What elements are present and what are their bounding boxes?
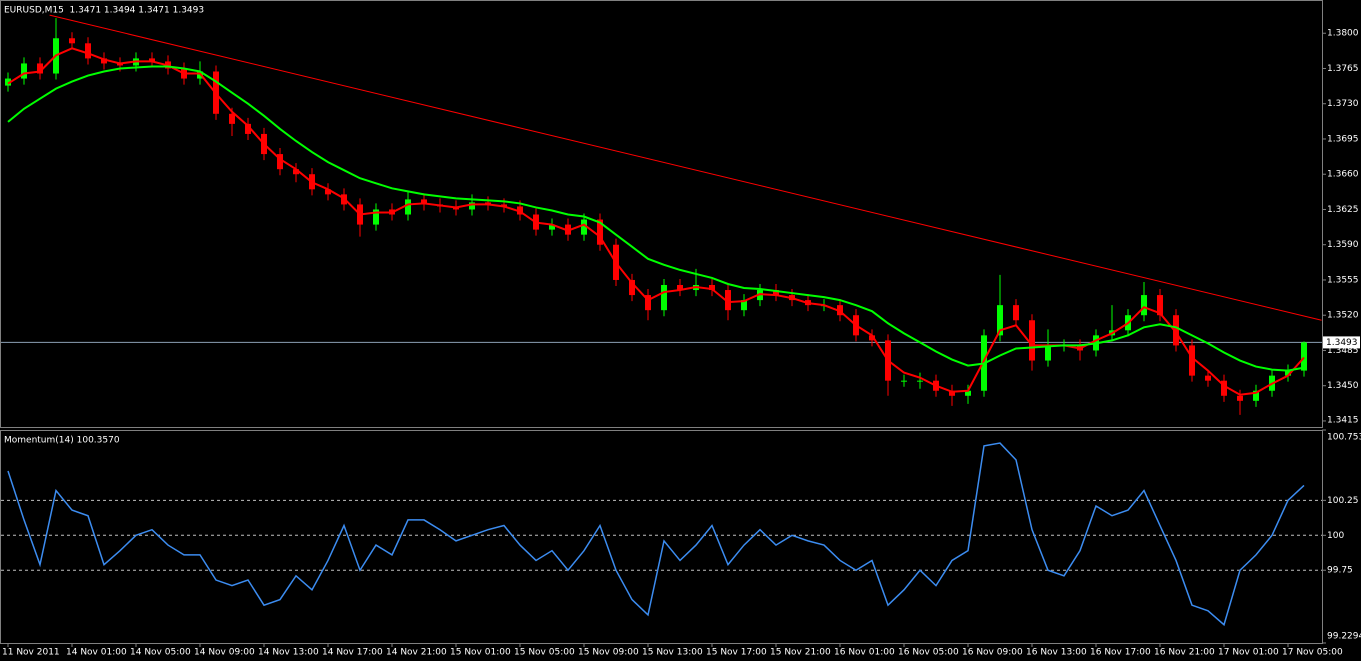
candle-body bbox=[1029, 320, 1035, 361]
momentum-line bbox=[7, 442, 1305, 627]
x-tick-label: 17 Nov 05:00 bbox=[1282, 648, 1343, 658]
candle-body bbox=[725, 290, 731, 311]
x-tick-label: 16 Nov 17:00 bbox=[1090, 648, 1151, 658]
x-tick-label: 16 Nov 13:00 bbox=[1026, 648, 1087, 658]
candle-body bbox=[293, 169, 299, 175]
candle-body bbox=[773, 290, 779, 296]
candle-body bbox=[1189, 345, 1195, 376]
x-tick-label: 16 Nov 01:00 bbox=[834, 648, 895, 658]
x-tick-label: 14 Nov 13:00 bbox=[258, 648, 319, 658]
y-tick-label: 1.3520 bbox=[1327, 311, 1359, 321]
candle-body bbox=[277, 154, 283, 170]
x-tick-label: 16 Nov 09:00 bbox=[962, 648, 1023, 658]
candle-body bbox=[485, 202, 491, 205]
candle-body bbox=[949, 390, 955, 396]
candle-body bbox=[1285, 370, 1291, 376]
candle-body bbox=[1013, 305, 1019, 321]
candle-body bbox=[85, 43, 91, 59]
symbol-title: EURUSD,M15 1.3471 1.3494 1.3471 1.3493 bbox=[4, 6, 204, 16]
candle-body bbox=[405, 199, 411, 215]
y-tick-label: 1.3555 bbox=[1327, 275, 1359, 285]
current-price-label: 1.3493 bbox=[1326, 338, 1358, 348]
candle-body bbox=[245, 123, 251, 134]
candle-body bbox=[997, 305, 1003, 336]
candle-body bbox=[469, 202, 475, 210]
current-price-box bbox=[1323, 336, 1360, 349]
y-tick-label: 1.3450 bbox=[1327, 381, 1359, 391]
candle-body bbox=[901, 380, 907, 382]
candle-body bbox=[1221, 380, 1227, 396]
x-tick-label: 15 Nov 17:00 bbox=[706, 648, 767, 658]
moving-average bbox=[7, 65, 1305, 372]
x-tick-label: 15 Nov 05:00 bbox=[514, 648, 575, 658]
candle-body bbox=[69, 38, 75, 44]
y-tick-label: 1.3660 bbox=[1327, 170, 1359, 180]
candle-body bbox=[965, 390, 971, 396]
y-tick-label: 1.3765 bbox=[1327, 64, 1359, 74]
candle-body bbox=[549, 224, 555, 230]
candle-body bbox=[1237, 395, 1243, 401]
y-tick-label: 1.3800 bbox=[1327, 29, 1359, 39]
x-tick-label: 14 Nov 05:00 bbox=[130, 648, 191, 658]
candle-body bbox=[741, 300, 747, 311]
candle-body bbox=[661, 285, 667, 311]
momentum-panel bbox=[0, 430, 1323, 644]
y-tick-label: 1.3485 bbox=[1327, 346, 1359, 356]
y-tick-label: 1.3415 bbox=[1327, 416, 1359, 426]
candle-body bbox=[917, 380, 923, 382]
candle-body bbox=[421, 199, 427, 205]
candle-body bbox=[1045, 345, 1051, 361]
indicator-title: Momentum(14) 100.3570 bbox=[4, 436, 120, 446]
y-tick-label: 99.2294 bbox=[1327, 632, 1361, 642]
candle-body bbox=[677, 285, 683, 291]
y-tick-label: 1.3590 bbox=[1327, 240, 1359, 250]
x-tick-label: 15 Nov 21:00 bbox=[770, 648, 831, 658]
y-tick-label: 1.3730 bbox=[1327, 99, 1359, 109]
candle-body bbox=[1253, 390, 1259, 401]
candle-body bbox=[373, 209, 379, 225]
candle-body bbox=[629, 279, 635, 296]
y-tick-label: 100.7534 bbox=[1327, 433, 1361, 443]
x-tick-label: 11 Nov 2011 bbox=[2, 648, 60, 658]
candle-body bbox=[1141, 295, 1147, 316]
candle-body bbox=[101, 58, 107, 64]
x-tick-label: 14 Nov 17:00 bbox=[322, 648, 383, 658]
x-tick-label: 14 Nov 21:00 bbox=[386, 648, 447, 658]
candle-body bbox=[1205, 375, 1211, 381]
price-panel bbox=[0, 0, 1323, 428]
candle-body bbox=[1301, 342, 1307, 371]
y-tick-label: 1.3625 bbox=[1327, 205, 1359, 215]
trend-line bbox=[49, 14, 1322, 321]
candle-body bbox=[597, 219, 603, 245]
candle-body bbox=[5, 78, 11, 86]
candle-body bbox=[21, 63, 27, 79]
x-tick-label: 16 Nov 21:00 bbox=[1154, 648, 1215, 658]
candle-body bbox=[149, 58, 155, 62]
x-tick-label: 14 Nov 01:00 bbox=[66, 648, 127, 658]
candle-body bbox=[229, 113, 235, 124]
candle-body bbox=[645, 295, 651, 311]
x-tick-label: 17 Nov 01:00 bbox=[1218, 648, 1279, 658]
x-tick-label: 15 Nov 13:00 bbox=[642, 648, 703, 658]
candle-body bbox=[37, 63, 43, 74]
candle-body bbox=[1157, 295, 1163, 316]
x-tick-label: 16 Nov 05:00 bbox=[898, 648, 959, 658]
candle-body bbox=[325, 189, 331, 195]
y-tick-label: 1.3695 bbox=[1327, 134, 1359, 144]
y-tick-label: 99.75 bbox=[1327, 566, 1353, 576]
y-tick-label: 100.25 bbox=[1327, 496, 1359, 506]
x-tick-label: 14 Nov 09:00 bbox=[194, 648, 255, 658]
y-tick-label: 100 bbox=[1327, 531, 1344, 541]
candle-body bbox=[1173, 315, 1179, 346]
candle-body bbox=[869, 335, 875, 341]
candle-body bbox=[581, 219, 587, 235]
x-tick-label: 15 Nov 09:00 bbox=[578, 648, 639, 658]
x-tick-label: 15 Nov 01:00 bbox=[450, 648, 511, 658]
candle-body bbox=[709, 285, 715, 291]
